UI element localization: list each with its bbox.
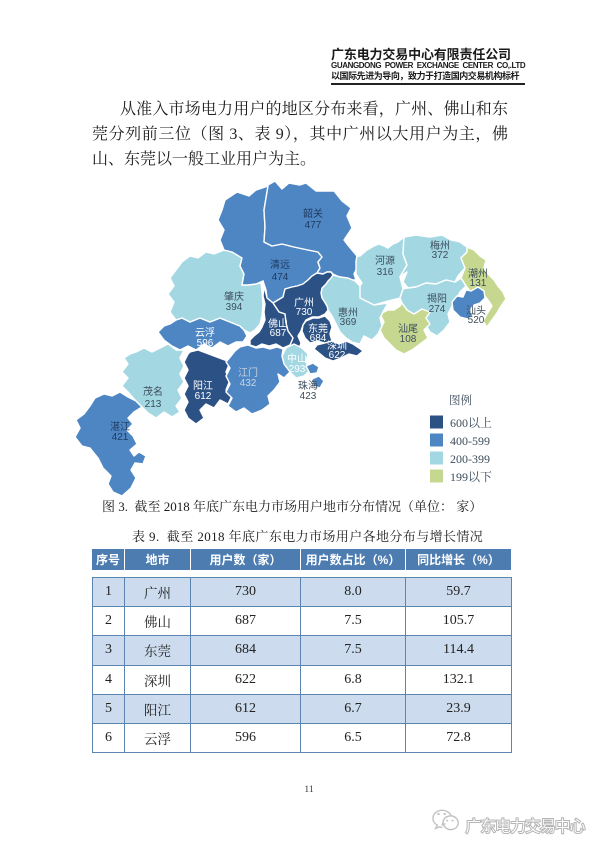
svg-text:108: 108 (400, 334, 417, 345)
svg-text:293: 293 (289, 364, 306, 375)
svg-text:梅州: 梅州 (430, 239, 450, 252)
svg-text:423: 423 (300, 391, 317, 402)
svg-text:云浮: 云浮 (195, 327, 215, 339)
svg-text:213: 213 (145, 399, 162, 410)
svg-text:惠州: 惠州 (338, 306, 358, 319)
svg-text:肇庆: 肇庆 (224, 290, 244, 303)
svg-text:汕头: 汕头 (466, 305, 486, 317)
svg-text:汕尾: 汕尾 (398, 323, 418, 335)
svg-text:622: 622 (329, 350, 346, 361)
svg-text:687: 687 (270, 328, 287, 339)
svg-text:韶关: 韶关 (303, 207, 323, 220)
svg-text:东莞: 东莞 (308, 322, 328, 335)
svg-text:274: 274 (429, 304, 446, 315)
svg-text:432: 432 (240, 378, 257, 389)
svg-text:珠海: 珠海 (298, 379, 318, 392)
svg-text:477: 477 (305, 220, 322, 231)
svg-text:潮州: 潮州 (468, 267, 488, 280)
svg-text:中山: 中山 (287, 352, 307, 365)
svg-text:369: 369 (340, 317, 357, 328)
svg-text:河源: 河源 (375, 254, 395, 267)
svg-text:佛山: 佛山 (268, 317, 288, 330)
svg-text:520: 520 (468, 315, 485, 326)
svg-text:揭阳: 揭阳 (427, 292, 447, 305)
svg-text:474: 474 (272, 272, 289, 283)
svg-text:199以下: 199以下 (450, 470, 492, 484)
svg-text:200-399: 200-399 (450, 452, 490, 466)
svg-text:612: 612 (195, 391, 212, 402)
svg-text:596: 596 (197, 338, 214, 349)
svg-text:湛江: 湛江 (110, 421, 130, 433)
svg-text:图例: 图例 (449, 393, 472, 407)
svg-text:深圳: 深圳 (327, 340, 347, 352)
svg-text:394: 394 (226, 302, 243, 313)
svg-text:广州: 广州 (294, 297, 314, 309)
svg-text:421: 421 (112, 432, 129, 443)
svg-text:372: 372 (432, 250, 449, 261)
svg-text:316: 316 (377, 267, 394, 278)
svg-text:131: 131 (470, 278, 487, 289)
svg-text:江门: 江门 (238, 366, 258, 379)
svg-text:684: 684 (310, 333, 327, 344)
svg-text:400-599: 400-599 (450, 434, 490, 448)
svg-text:阳江: 阳江 (193, 380, 213, 392)
svg-text:清远: 清远 (270, 258, 290, 271)
svg-text:600以上: 600以上 (450, 415, 492, 430)
svg-text:茂名: 茂名 (143, 385, 163, 398)
svg-text:730: 730 (296, 307, 313, 318)
